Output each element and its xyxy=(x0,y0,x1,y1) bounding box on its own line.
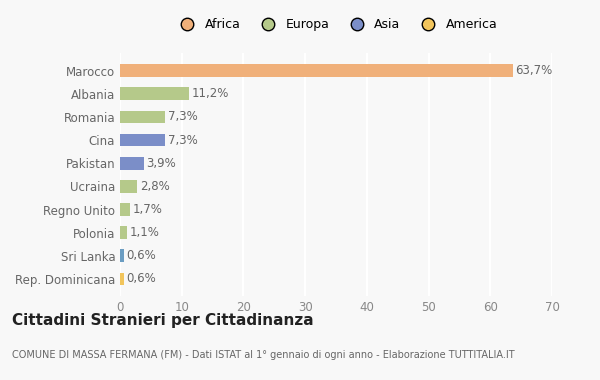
Text: 11,2%: 11,2% xyxy=(191,87,229,100)
Text: COMUNE DI MASSA FERMANA (FM) - Dati ISTAT al 1° gennaio di ogni anno - Elaborazi: COMUNE DI MASSA FERMANA (FM) - Dati ISTA… xyxy=(12,350,515,359)
Bar xyxy=(120,203,130,216)
Text: 63,7%: 63,7% xyxy=(515,64,553,77)
Text: Cittadini Stranieri per Cittadinanza: Cittadini Stranieri per Cittadinanza xyxy=(12,314,314,328)
Text: 1,7%: 1,7% xyxy=(133,203,163,216)
Bar xyxy=(120,87,189,100)
Text: 0,6%: 0,6% xyxy=(126,272,156,285)
Text: 1,1%: 1,1% xyxy=(129,226,159,239)
Text: 0,6%: 0,6% xyxy=(126,249,156,262)
Text: 3,9%: 3,9% xyxy=(146,157,176,170)
Bar xyxy=(120,272,124,285)
Text: 7,3%: 7,3% xyxy=(167,134,197,147)
Legend: Africa, Europa, Asia, America: Africa, Europa, Asia, America xyxy=(172,16,500,34)
Text: 7,3%: 7,3% xyxy=(167,111,197,124)
Text: 2,8%: 2,8% xyxy=(140,180,169,193)
Bar xyxy=(120,64,513,77)
Bar xyxy=(120,157,144,169)
Bar xyxy=(120,111,165,123)
Bar xyxy=(120,180,137,193)
Bar xyxy=(120,249,124,262)
Bar xyxy=(120,226,127,239)
Bar xyxy=(120,134,165,146)
